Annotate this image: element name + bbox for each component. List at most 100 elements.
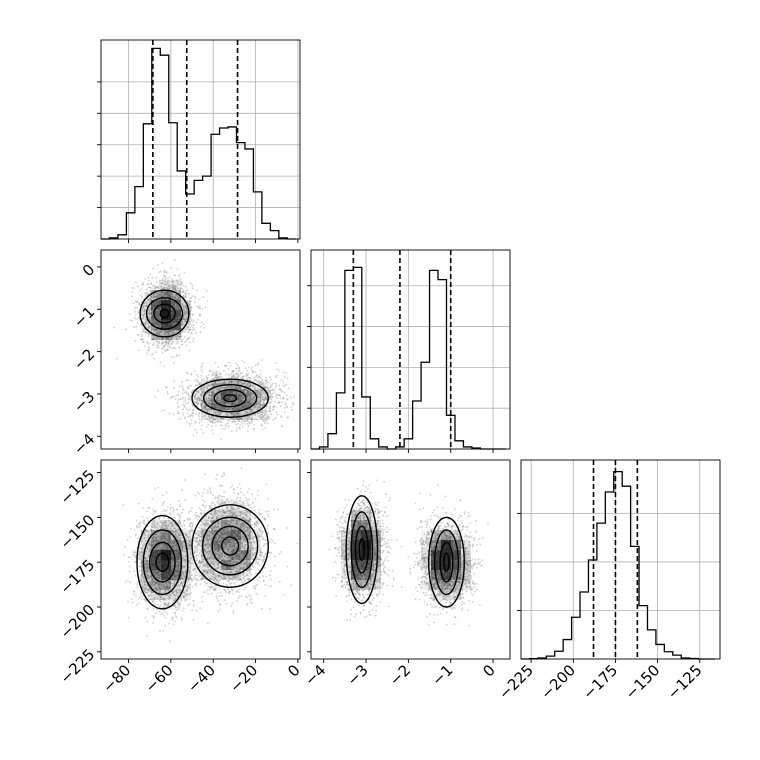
scatter-point — [157, 332, 160, 335]
scatter-point — [190, 296, 193, 299]
scatter-point — [165, 291, 168, 294]
scatter-point — [185, 371, 188, 374]
scatter-point — [192, 434, 195, 437]
scatter-point — [172, 304, 175, 307]
scatter-point — [231, 401, 234, 404]
y-tick-label: 0 — [79, 261, 98, 280]
scatter-point — [207, 423, 210, 426]
scatter-point — [211, 421, 214, 424]
scatter-point — [147, 327, 150, 330]
scatter-point — [181, 291, 184, 293]
scatter-point — [195, 331, 198, 334]
scatter-point — [149, 342, 151, 344]
scatter-point — [265, 386, 267, 389]
scatter-point — [158, 324, 161, 327]
scatter-point — [260, 391, 263, 394]
scatter-point — [171, 329, 174, 332]
scatter-point — [152, 296, 155, 299]
scatter-point — [247, 425, 250, 427]
scatter-point — [249, 403, 252, 406]
scatter-point — [159, 323, 162, 325]
scatter-point — [262, 420, 264, 423]
scatter-point — [256, 402, 259, 405]
scatter-point — [234, 385, 237, 388]
scatter-point — [167, 296, 170, 298]
scatter-point — [148, 298, 151, 301]
scatter-point — [157, 330, 160, 333]
scatter-point — [244, 405, 247, 408]
scatter-point — [173, 274, 176, 277]
scatter-point — [167, 282, 170, 285]
scatter-point — [189, 329, 191, 331]
scatter-point — [181, 302, 184, 305]
scatter-point — [148, 333, 151, 336]
scatter-point — [175, 305, 178, 308]
scatter-point — [163, 409, 165, 411]
scatter-point — [140, 338, 142, 340]
scatter-point — [284, 403, 287, 406]
scatter-point — [175, 307, 178, 310]
scatter-point — [170, 286, 173, 289]
scatter-point — [171, 332, 174, 335]
scatter-point — [147, 315, 150, 318]
scatter-point — [254, 386, 256, 388]
scatter-point — [278, 401, 280, 404]
scatter-point — [219, 420, 222, 423]
scatter-point — [137, 316, 140, 319]
scatter-point — [153, 293, 156, 296]
scatter-point — [318, 414, 320, 416]
scatter-point — [148, 307, 151, 310]
scatter-point — [217, 405, 220, 407]
scatter-point — [198, 412, 200, 415]
scatter-point — [174, 259, 177, 261]
scatter-point — [164, 349, 167, 351]
scatter-point — [183, 308, 186, 311]
scatter-point — [215, 407, 218, 409]
scatter-point — [148, 346, 150, 349]
scatter-point — [143, 302, 146, 305]
scatter-point — [179, 300, 181, 303]
scatter-point — [227, 422, 229, 425]
scatter-point — [152, 290, 155, 292]
scatter-point — [180, 323, 183, 326]
scatter-point — [170, 341, 173, 344]
scatter-point — [174, 287, 177, 290]
scatter-point — [157, 264, 160, 266]
scatter-point — [191, 409, 194, 412]
scatter-point — [188, 329, 191, 331]
scatter-point — [250, 395, 253, 398]
scatter-point — [146, 288, 148, 291]
scatter-point — [172, 340, 174, 343]
scatter-point — [125, 328, 127, 331]
scatter-point — [159, 294, 161, 296]
scatter-point — [152, 294, 155, 297]
scatter-point — [196, 404, 198, 407]
scatter-point — [161, 330, 163, 333]
scatter-point — [249, 397, 252, 400]
scatter-point — [223, 402, 226, 404]
scatter-point — [150, 311, 152, 314]
scatter-point — [285, 372, 287, 374]
scatter-point — [186, 412, 189, 415]
scatter-point — [157, 323, 160, 326]
scatter-point — [154, 320, 157, 323]
scatter-point — [176, 295, 179, 298]
scatter-point — [155, 286, 158, 289]
scatter-point — [199, 402, 202, 405]
scatter-point — [181, 281, 184, 284]
scatter-point — [182, 413, 185, 416]
scatter-point — [180, 283, 183, 286]
scatter-point — [194, 420, 197, 423]
scatter-point — [158, 294, 161, 297]
scatter-point — [293, 395, 295, 398]
scatter-point — [174, 286, 177, 288]
scatter-point — [198, 305, 201, 308]
scatter-point — [201, 362, 204, 365]
scatter-point — [161, 262, 164, 264]
scatter-point — [284, 406, 286, 409]
scatter-point — [166, 331, 169, 334]
scatter-point — [168, 293, 171, 296]
scatter-point — [164, 331, 166, 333]
scatter-point — [199, 314, 202, 317]
scatter-point — [275, 376, 277, 378]
